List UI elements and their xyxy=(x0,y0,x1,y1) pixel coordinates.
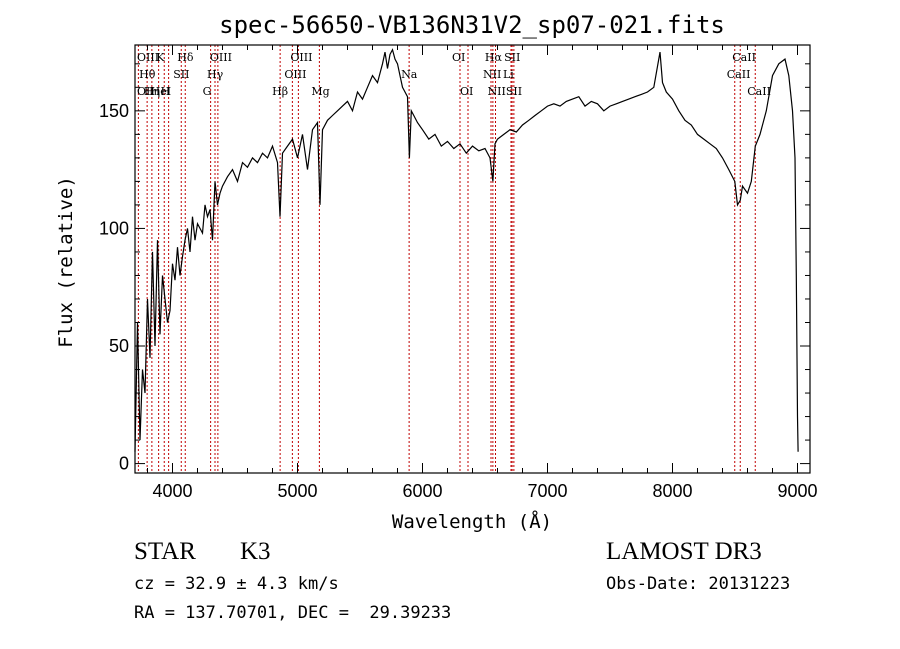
spectral-line-markers xyxy=(137,45,756,473)
line-label: Li xyxy=(503,68,514,81)
object-class: STAR xyxy=(134,538,196,565)
line-label: G xyxy=(203,85,212,98)
redshift-velocity: cz = 32.9 ± 4.3 km/s xyxy=(134,574,339,594)
line-label: OIII xyxy=(290,51,312,64)
line-label: Hη xyxy=(144,85,160,98)
coordinates: RA = 137.70701, DEC = 29.39233 xyxy=(134,603,452,623)
spectrum-line xyxy=(134,48,799,452)
line-label: H xyxy=(161,85,171,98)
line-label: Hδ xyxy=(177,51,194,64)
chart-title: spec-56650-VB136N31V2_sp07-021.fits xyxy=(219,11,725,39)
x-axis: 4000 5000 6000 7000 8000 9000 xyxy=(147,45,818,501)
line-label: Hγ xyxy=(207,68,224,81)
observation-date: Obs-Date: 20131223 xyxy=(606,574,791,594)
y-tick-label: 150 xyxy=(99,101,129,121)
line-label: CaII xyxy=(727,68,751,81)
line-label: OII xyxy=(137,85,155,98)
y-axis-label: Flux (relative) xyxy=(55,176,77,348)
line-label: Mg xyxy=(311,85,329,98)
line-label: OI xyxy=(452,51,465,64)
line-label: SII xyxy=(173,68,189,81)
line-label: OIII xyxy=(210,51,232,64)
line-label: SII xyxy=(506,85,522,98)
line-label: Hθ xyxy=(139,68,156,81)
y-axis: 0 50 100 150 xyxy=(99,63,810,474)
line-label: CaII xyxy=(747,85,771,98)
x-tick-label: 5000 xyxy=(277,481,317,501)
y-tick-label: 0 xyxy=(119,454,129,474)
line-label: OIII xyxy=(137,51,159,64)
line-label: Hα xyxy=(485,51,503,64)
line-label: HeI xyxy=(151,85,171,98)
line-label: NII xyxy=(483,68,501,81)
line-label: SII xyxy=(504,51,520,64)
x-tick-label: 9000 xyxy=(777,481,817,501)
line-label: CaII xyxy=(732,51,756,64)
x-tick-label: 8000 xyxy=(652,481,692,501)
x-tick-label: 4000 xyxy=(152,481,192,501)
line-label: OIII xyxy=(284,68,306,81)
x-tick-label: 7000 xyxy=(527,481,567,501)
line-label: Hβ xyxy=(272,85,288,98)
x-axis-label: Wavelength (Å) xyxy=(392,510,552,533)
survey-name: LAMOST DR3 xyxy=(606,538,762,565)
line-label: OI xyxy=(460,85,473,98)
y-tick-label: 50 xyxy=(109,336,129,356)
x-tick-label: 6000 xyxy=(402,481,442,501)
plot-frame xyxy=(134,44,811,474)
line-label: Na xyxy=(401,68,418,81)
line-label: NII xyxy=(488,85,506,98)
line-label: K xyxy=(156,51,165,64)
spectral-subclass: K3 xyxy=(240,538,271,565)
y-tick-label: 100 xyxy=(99,218,129,238)
